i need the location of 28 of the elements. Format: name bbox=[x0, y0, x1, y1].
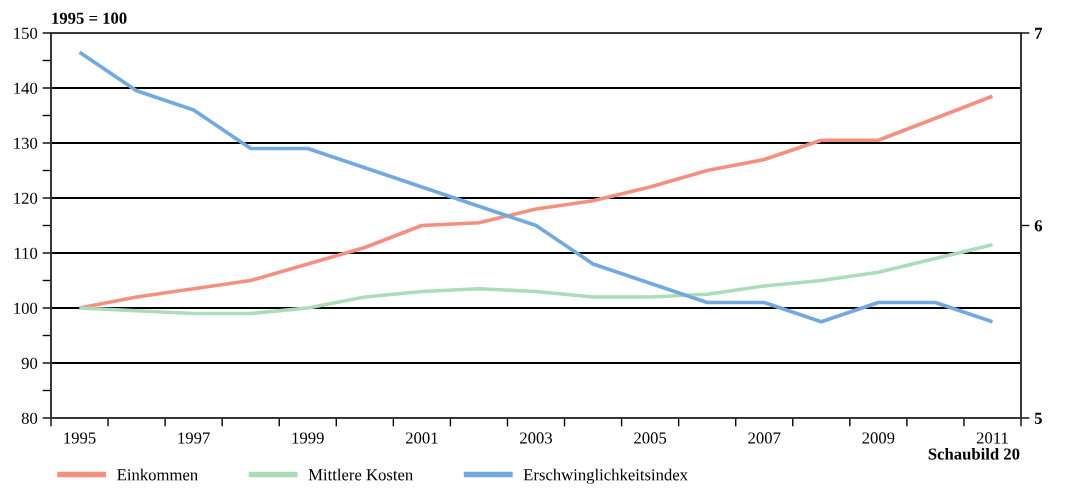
y-tick-label: 80 bbox=[21, 412, 38, 424]
legend-label: Erschwinglichkeitsindex bbox=[523, 468, 688, 484]
x-tick-label: 2009 bbox=[862, 432, 895, 444]
y-tick-label: 140 bbox=[14, 82, 38, 94]
x-tick-label: 2001 bbox=[405, 432, 438, 444]
line-series bbox=[77, 94, 995, 310]
y-tick-label: 130 bbox=[14, 137, 38, 149]
y-axis-title: 1995 = 100 bbox=[52, 12, 127, 24]
x-tick-label: 1999 bbox=[292, 432, 324, 444]
y-tick-label: 120 bbox=[14, 192, 38, 204]
x-tick-label: 2003 bbox=[520, 432, 553, 444]
x-tick-label: 1997 bbox=[178, 432, 210, 444]
y2-tick-label: 5 bbox=[1034, 412, 1042, 424]
y2-tick-label: 7 bbox=[1035, 27, 1043, 39]
x-tick-label: 2011 bbox=[976, 432, 1008, 444]
line-series bbox=[77, 50, 995, 324]
x-tick-label: 1995 bbox=[64, 432, 96, 444]
y-tick-label: 90 bbox=[21, 357, 38, 369]
legend-label: Mittlere Kosten bbox=[308, 468, 413, 481]
x-tick-label: 2007 bbox=[748, 432, 781, 444]
y-tick-label: 150 bbox=[14, 27, 38, 39]
y2-tick-label: 6 bbox=[1034, 220, 1043, 232]
y-tick-label: 110 bbox=[14, 247, 38, 259]
x-tick-label: 2005 bbox=[634, 432, 667, 444]
text: Schaubild 20 bbox=[928, 447, 1020, 460]
line-series bbox=[77, 242, 995, 316]
legend-label: Einkommen bbox=[117, 468, 198, 481]
y-tick-label: 100 bbox=[14, 302, 38, 314]
